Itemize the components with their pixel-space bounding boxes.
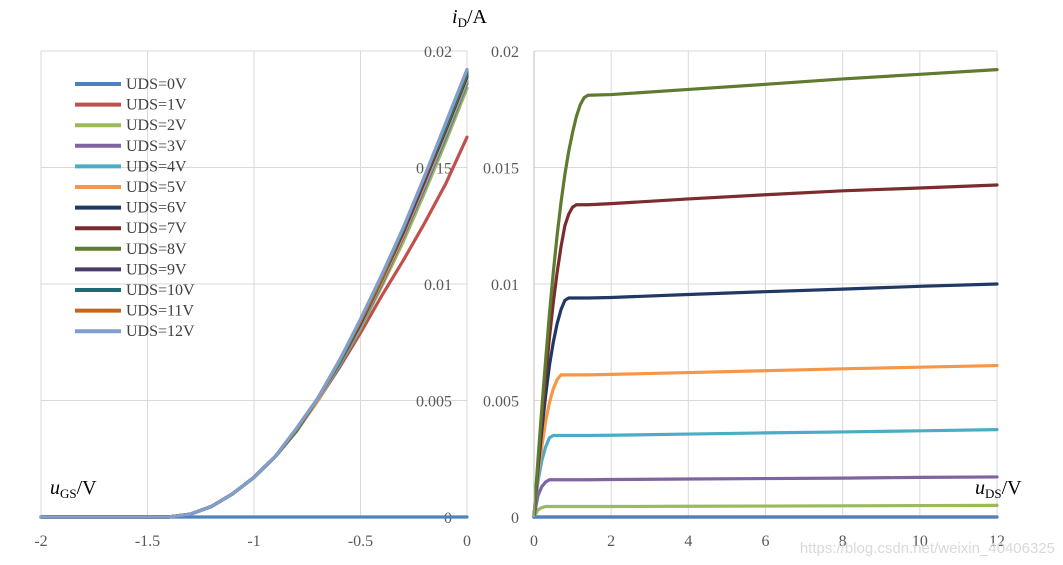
legend-label: UDS=1V (126, 97, 187, 114)
x-tick-label: -1 (247, 533, 260, 550)
x-tick-label: -2 (34, 533, 47, 550)
y-tick-label: 0 (511, 510, 519, 527)
x-tick-label: 0 (530, 533, 538, 550)
legend-label: UDS=2V (126, 117, 187, 134)
y-tick-label: 0.01 (491, 277, 519, 294)
output-characteristic-chart: 0 2 4 6 8 10 12 0 0.005 0.01 0.015 0.02 (483, 44, 1005, 550)
y-tick-label: 0.01 (424, 277, 452, 294)
series-line-1 (532, 503, 999, 519)
legend-label: UDS=3V (126, 138, 187, 155)
legend: UDS=0V UDS=1V UDS=2V UDS=3V UDS=4V UDS=5V UDS=… (75, 76, 195, 340)
series-line-4 (532, 363, 999, 519)
series-line-3 (532, 428, 999, 519)
x-tick-label: -0.5 (348, 533, 373, 550)
legend-label: UDS=0V (126, 76, 187, 93)
legend-label: UDS=7V (126, 220, 187, 237)
y-tick-label: 0.005 (483, 394, 519, 411)
y-tick-label: 0.015 (483, 161, 519, 178)
legend-label: UDS=5V (126, 179, 187, 196)
x-tick-label: 12 (989, 533, 1005, 550)
x-tick-label: 2 (607, 533, 615, 550)
x-tick-label: 8 (839, 533, 847, 550)
series-line-uds-12v (39, 68, 469, 519)
legend-label: UDS=10V (126, 282, 195, 299)
series-line-5 (532, 282, 999, 519)
legend-label: UDS=9V (126, 261, 187, 278)
x-tick-label: 10 (912, 533, 928, 550)
x-tick-label: -1.5 (135, 533, 160, 550)
series-line-7 (532, 68, 999, 519)
y-tick-label: 0.02 (491, 44, 519, 61)
x-tick-label: 6 (762, 533, 770, 550)
legend-label: UDS=6V (126, 200, 187, 217)
legend-label: UDS=8V (126, 241, 187, 258)
right-y-axis-title: iD/A (452, 6, 488, 30)
x-tick-label: 0 (463, 533, 471, 550)
legend-label: UDS=12V (126, 323, 195, 340)
series-line-2 (532, 475, 999, 519)
left-x-axis-title: uGS/V (50, 477, 97, 501)
right-x-axis-title: uDS/V (975, 477, 1022, 501)
y-tick-label: 0.005 (416, 394, 452, 411)
x-tick-label: 4 (684, 533, 692, 550)
legend-label: UDS=11V (126, 303, 194, 320)
legend-label: UDS=4V (126, 158, 187, 175)
watermark-text: https://blog.csdn.net/weixin_40406325 (800, 540, 1055, 557)
y-tick-label: 0.02 (424, 44, 452, 61)
